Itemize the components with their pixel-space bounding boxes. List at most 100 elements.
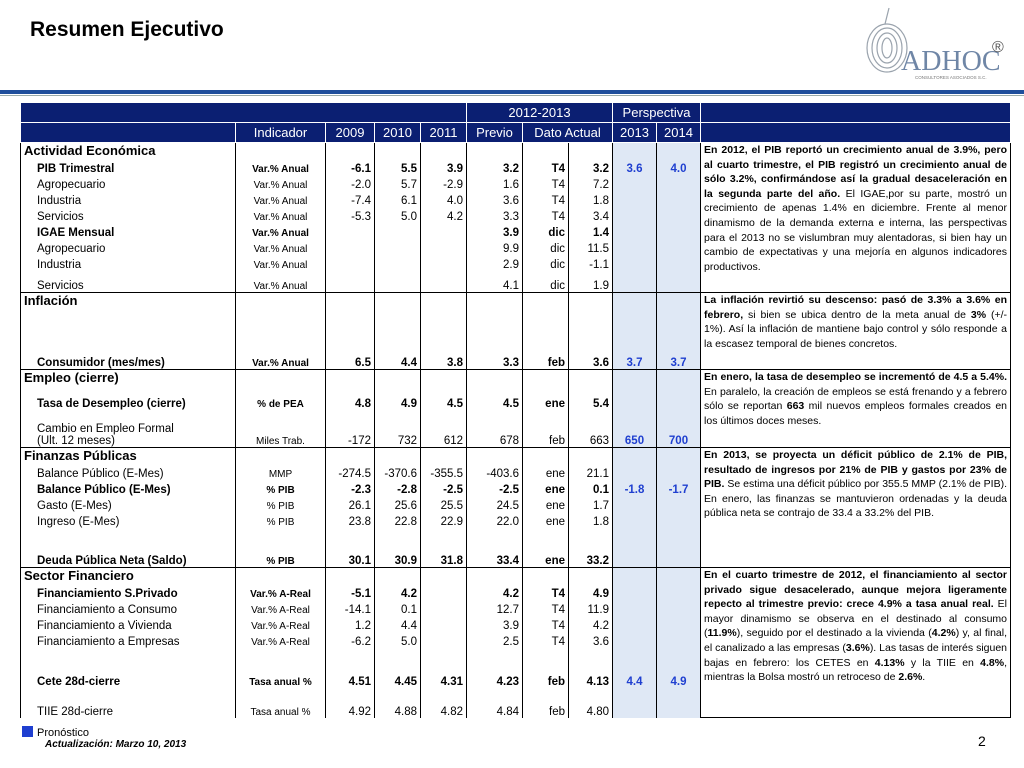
empty-cell bbox=[374, 567, 421, 584]
value-previous: 3.2 bbox=[466, 158, 523, 175]
empty-cell bbox=[655, 206, 702, 223]
value-current: 4.80 bbox=[568, 687, 613, 718]
column-header: 2010 bbox=[374, 122, 421, 143]
column-header: 2011 bbox=[420, 122, 467, 143]
header-cell bbox=[20, 122, 236, 143]
row-label: Financiamiento a Vivienda bbox=[20, 615, 236, 632]
empty-cell bbox=[374, 447, 421, 464]
empty-cell bbox=[374, 369, 421, 386]
commentary-text: si bien se ubica dentro de la meta anual… bbox=[743, 308, 971, 321]
value-previous: 678 bbox=[466, 409, 523, 448]
section-row: Actividad Económica En 2012, el PIB repor… bbox=[20, 142, 1012, 293]
value-2010: 4.4 bbox=[374, 615, 421, 632]
row-label: Cete 28d-cierre bbox=[20, 647, 236, 688]
empty-cell bbox=[235, 369, 326, 386]
value-current: 3.4 bbox=[568, 206, 613, 223]
empty-cell bbox=[325, 292, 375, 353]
value-2010: 5.0 bbox=[374, 206, 421, 223]
empty-cell bbox=[325, 369, 375, 386]
value-2009: 4.8 bbox=[325, 385, 375, 410]
logo-text: ADHOC bbox=[901, 46, 1001, 77]
row-label: Ingreso (E-Mes) bbox=[20, 511, 236, 528]
value-previous: 24.5 bbox=[466, 495, 523, 512]
value-current: 21.1 bbox=[568, 463, 613, 480]
empty-cell bbox=[612, 687, 657, 718]
row-label: Industria bbox=[20, 190, 236, 207]
indicator: Var.% Anual bbox=[235, 238, 326, 255]
value-2010: -2.8 bbox=[374, 479, 421, 496]
row-label: PIB Trimestral bbox=[20, 158, 236, 175]
commentary-text: ), seguido por el destinado a la viviend… bbox=[736, 627, 932, 640]
period: T4 bbox=[522, 158, 569, 175]
section-row: Inflación La inflación revirtió su descen… bbox=[20, 292, 1012, 370]
empty-cell bbox=[612, 511, 657, 528]
empty-cell bbox=[655, 292, 702, 353]
empty-cell bbox=[655, 527, 702, 568]
value-2009: -2.0 bbox=[325, 174, 375, 191]
empty-cell bbox=[374, 142, 421, 159]
data-row: Ingreso (E-Mes)% PIB 23.8 22.8 22.9 22.0 ene 1… bbox=[20, 511, 1011, 528]
data-row: Financiamiento a Vivienda Var.% A-Real 1.2… bbox=[20, 615, 1011, 632]
commentary: En 2013, se proyecta un déficit público … bbox=[700, 447, 1012, 568]
commentary-text: En el cuarto trimestre de 2012, el finan… bbox=[704, 569, 1008, 611]
update-date: Actualización: Marzo 10, 2013 bbox=[45, 739, 187, 750]
empty-cell bbox=[612, 222, 657, 239]
value-previous: 4.1 bbox=[466, 270, 523, 293]
empty-cell bbox=[612, 142, 657, 159]
empty-cell bbox=[420, 292, 467, 353]
page-title: Resumen Ejecutivo bbox=[30, 18, 224, 41]
empty-cell bbox=[420, 270, 467, 293]
value-2011: 4.2 bbox=[420, 206, 467, 223]
value-current: 4.9 bbox=[568, 583, 613, 600]
data-row: Tasa de Desempleo (cierre)% de PEA 4.8 4.9… bbox=[20, 385, 1011, 410]
empty-cell bbox=[568, 292, 613, 353]
commentary-text: En enero, la tasa de desempleo se increm… bbox=[704, 371, 1008, 383]
indicator: Var.% Anual bbox=[235, 206, 326, 223]
data-row: Financiamiento S.Privado Var.% A-Real -5.1… bbox=[20, 583, 1011, 600]
row-label: Tasa de Desempleo (cierre) bbox=[20, 385, 236, 410]
empty-cell bbox=[420, 254, 467, 271]
empty-cell bbox=[612, 631, 657, 648]
data-row: IGAE Mensual Var.% Anual 3.9 dic 1.4 bbox=[20, 222, 1011, 239]
indicator: Var.% Anual bbox=[235, 158, 326, 175]
column-header: 2009 bbox=[325, 122, 375, 143]
empty-cell bbox=[466, 142, 523, 159]
row-label: Balance Público (E-Mes) bbox=[20, 479, 236, 496]
empty-cell bbox=[612, 463, 657, 480]
value-2011: 25.5 bbox=[420, 495, 467, 512]
value-current: 4.13 bbox=[568, 647, 613, 688]
value-2010: 30.9 bbox=[374, 527, 421, 568]
section-title: Inflación bbox=[20, 292, 236, 353]
empty-cell bbox=[612, 583, 657, 600]
indicator: % PIB bbox=[235, 511, 326, 528]
value-previous: 4.2 bbox=[466, 583, 523, 600]
value-current: 1.9 bbox=[568, 270, 613, 293]
value-previous: 22.0 bbox=[466, 511, 523, 528]
data-row: Financiamiento a Empresas Var.% A-Real -6.… bbox=[20, 631, 1011, 648]
empty-cell bbox=[466, 292, 523, 353]
indicator: Var.% Anual bbox=[235, 222, 326, 239]
value-2010: 732 bbox=[374, 409, 421, 448]
indicator: Var.% A-Real bbox=[235, 615, 326, 632]
empty-cell bbox=[420, 447, 467, 464]
empty-cell bbox=[612, 292, 657, 353]
empty-cell bbox=[612, 238, 657, 255]
legend-swatch bbox=[22, 726, 33, 737]
header-rule bbox=[0, 90, 1024, 94]
empty-cell bbox=[655, 174, 702, 191]
forecast-2013: 4.4 bbox=[612, 647, 657, 688]
commentary-text: En 2013, se proyecta un déficit público … bbox=[704, 449, 1008, 491]
empty-cell bbox=[420, 142, 467, 159]
indicator: Var.% Anual bbox=[235, 270, 326, 293]
value-2009: 1.2 bbox=[325, 615, 375, 632]
indicator: % PIB bbox=[235, 495, 326, 512]
value-2009: -6.2 bbox=[325, 631, 375, 648]
value-current: 1.7 bbox=[568, 495, 613, 512]
row-label: Gasto (E-Mes) bbox=[20, 495, 236, 512]
page-number: 2 bbox=[978, 733, 986, 749]
empty-cell bbox=[325, 238, 375, 255]
value-previous: -2.5 bbox=[466, 479, 523, 496]
commentary-text: ). Las tasas de interés siguen bajas en … bbox=[704, 641, 1008, 669]
empty-cell bbox=[655, 463, 702, 480]
